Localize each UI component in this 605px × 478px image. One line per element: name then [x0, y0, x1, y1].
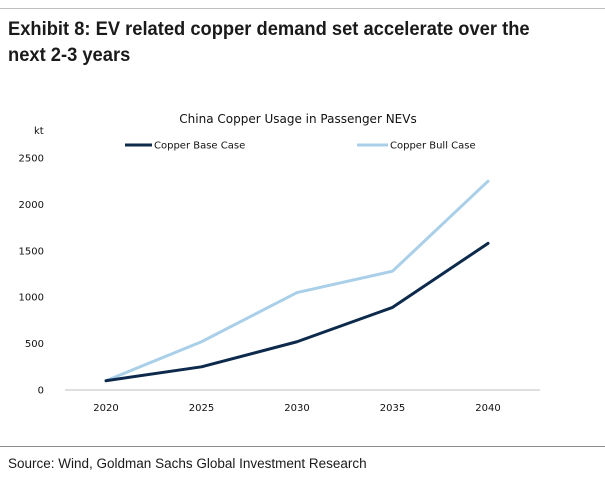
series-line-copper-base-case — [104, 241, 490, 383]
source-note: Source: Wind, Goldman Sachs Global Inves… — [8, 456, 367, 471]
y-tick-label: 1000 — [19, 293, 44, 304]
exhibit-title: Exhibit 8: EV related copper demand set … — [8, 18, 530, 66]
x-axis-ticks: 2020 2025 2030 2035 2040 — [93, 403, 500, 414]
y-tick-label: 0 — [38, 386, 44, 397]
series-lines — [104, 179, 490, 383]
x-tick-label: 2020 — [93, 403, 118, 414]
series-line-copper-bull-case — [104, 179, 490, 383]
x-tick-label: 2030 — [284, 403, 309, 414]
y-tick-label: 500 — [25, 339, 44, 350]
x-tick-label: 2025 — [189, 403, 214, 414]
x-tick-label: 2040 — [475, 403, 500, 414]
legend: Copper Base Case Copper Bull Case — [125, 141, 476, 152]
y-tick-label: 1500 — [19, 246, 44, 257]
legend-label: Copper Base Case — [154, 141, 245, 152]
footer-rule — [0, 446, 605, 447]
x-tick-label: 2035 — [380, 403, 405, 414]
header-rule — [0, 8, 605, 9]
chart-title: China Copper Usage in Passenger NEVs — [179, 112, 416, 126]
y-axis-label: kt — [34, 126, 44, 137]
y-tick-label: 2500 — [19, 154, 44, 165]
line-chart: China Copper Usage in Passenger NEVs kt … — [19, 112, 540, 414]
legend-label: Copper Bull Case — [390, 141, 476, 152]
y-tick-label: 2000 — [19, 200, 44, 211]
y-axis-ticks: 0 500 1000 1500 2000 2500 — [19, 154, 44, 397]
